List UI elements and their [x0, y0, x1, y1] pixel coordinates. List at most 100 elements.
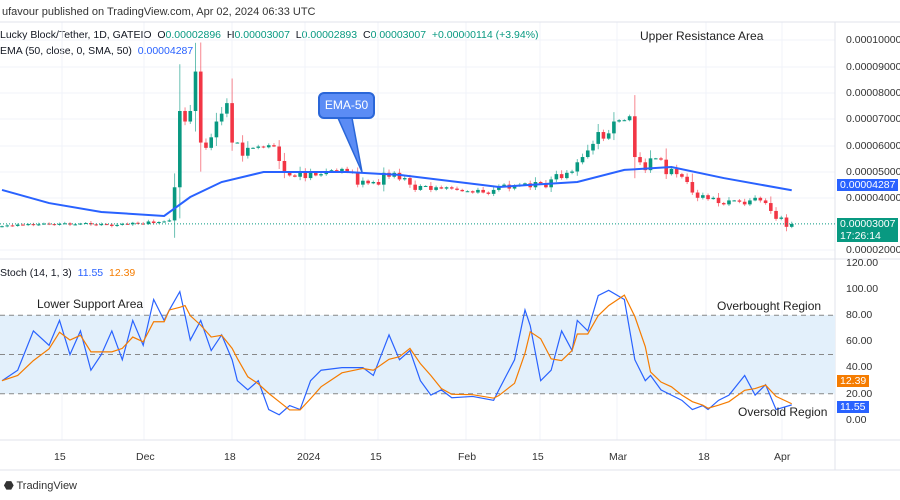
- price-tick-label: 0.00010000: [846, 34, 900, 46]
- price-tick-label: 0.00009000: [846, 61, 900, 73]
- candle-body: [680, 174, 684, 177]
- candle-body: [209, 137, 213, 148]
- ema-price-tag: 0.00004287: [837, 179, 899, 191]
- ema-callout: EMA-50: [318, 92, 375, 119]
- candle-body: [470, 191, 475, 193]
- candle-body: [157, 221, 161, 224]
- time-tick-label: 18: [698, 451, 710, 463]
- candle-body: [706, 195, 710, 200]
- price-tick-label: 0.00004000: [846, 192, 900, 204]
- candle-body: [659, 158, 663, 160]
- candle-body: [198, 71, 203, 143]
- candle-body: [633, 116, 637, 158]
- candle-body: [366, 180, 370, 184]
- candle-body: [319, 174, 323, 176]
- stoch-d-line: [1, 294, 792, 411]
- change-value: +0.00000114 (+3.94%): [431, 29, 539, 41]
- candle-body: [585, 150, 590, 158]
- candle-body: [162, 221, 166, 223]
- time-tick-label: Feb: [458, 451, 477, 463]
- candle-body: [204, 142, 208, 148]
- candle-body: [340, 168, 344, 172]
- candle-body: [455, 188, 459, 190]
- candle-body: [230, 103, 234, 143]
- candle-body: [716, 197, 721, 204]
- candle-body: [674, 168, 679, 175]
- candle-body: [314, 172, 318, 176]
- price-tick-label: 0.00002000: [846, 244, 900, 256]
- candle-body: [225, 103, 229, 114]
- candle-body: [371, 182, 376, 184]
- candle-body: [251, 147, 255, 149]
- candle-body: [727, 200, 731, 205]
- ema-legend[interactable]: EMA (50, close, 0, SMA, 50) 0.00004287: [0, 45, 193, 57]
- stoch-legend[interactable]: Stoch (14, 1, 3) 11.55 12.39: [0, 267, 135, 279]
- candle-body: [397, 172, 402, 180]
- brand-name: TradingView: [16, 480, 78, 492]
- ema-value: 0.00004287: [137, 45, 194, 57]
- stoch-k-value: 11.55: [77, 267, 104, 279]
- candle-body: [669, 168, 674, 175]
- candle-body: [256, 146, 261, 148]
- candle-body: [737, 200, 742, 202]
- candle-body: [554, 174, 559, 180]
- candle-body: [272, 145, 276, 147]
- candle-body: [141, 223, 146, 225]
- stoch-tick-label: 60.00: [846, 335, 873, 347]
- price-tick-label: 0.00005000: [846, 166, 900, 178]
- candle-body: [83, 223, 88, 225]
- candle-body: [789, 223, 794, 227]
- candle-body: [413, 184, 417, 190]
- candle-body: [293, 175, 297, 177]
- oversold-label: Oversold Region: [738, 405, 828, 419]
- candle-body: [104, 224, 109, 226]
- high-value: 0.00003007: [234, 29, 290, 41]
- candle-body: [565, 172, 569, 179]
- stoch-tick-label: 40.00: [846, 361, 873, 373]
- stoch-d-value: 12.39: [108, 267, 136, 279]
- stoch-label: Stoch (14, 1, 3): [0, 267, 72, 279]
- candle-body: [151, 221, 156, 224]
- candle-body: [120, 223, 125, 225]
- candle-body: [115, 224, 119, 226]
- candle-body: [538, 182, 543, 184]
- candle-body: [345, 168, 349, 172]
- last-price-tag: 0.00003007 17:26:14: [837, 218, 899, 242]
- time-tick-label: Mar: [609, 451, 628, 463]
- candle-body: [125, 223, 130, 225]
- stoch-d-tag: 12.39: [837, 375, 870, 387]
- time-tick-label: Dec: [136, 451, 155, 463]
- candle-body: [763, 200, 768, 204]
- candle-body: [402, 178, 407, 180]
- candle-body: [502, 184, 506, 186]
- candle-body: [219, 113, 224, 122]
- time-tick-label: 15: [370, 451, 382, 463]
- candle-body: [298, 171, 302, 177]
- candle-body: [476, 189, 480, 193]
- candle-body: [303, 171, 308, 179]
- candle-body: [601, 132, 606, 139]
- candle-body: [21, 224, 25, 226]
- price-tick-label: 0.00008000: [846, 87, 900, 99]
- candle-body: [266, 145, 271, 148]
- candle-body: [769, 203, 773, 211]
- bar-countdown: 17:26:14: [840, 230, 881, 242]
- candle-body: [26, 224, 30, 226]
- tradingview-logo: ⬣ TradingView: [4, 480, 78, 492]
- callout-pointer: [336, 117, 363, 173]
- candle-body: [172, 187, 177, 221]
- symbol-name[interactable]: Lucky Block/Tether, 1D, GATEIO: [0, 29, 152, 41]
- candle-body: [282, 160, 287, 173]
- candle-body: [648, 158, 653, 171]
- candle-body: [591, 143, 595, 151]
- candle-body: [742, 201, 747, 205]
- candle-body: [329, 170, 334, 172]
- candle-body: [596, 132, 601, 144]
- candle-body: [240, 142, 245, 156]
- candle-body: [277, 146, 281, 161]
- candle-body: [0, 226, 4, 228]
- candle-body: [617, 120, 621, 122]
- candle-body: [193, 71, 198, 112]
- candle-body: [544, 183, 548, 188]
